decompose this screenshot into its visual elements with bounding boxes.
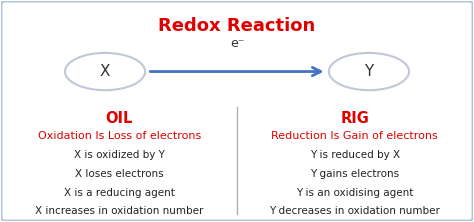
Text: Y gains electrons: Y gains electrons bbox=[310, 169, 400, 179]
Text: X is oxidized by Y: X is oxidized by Y bbox=[74, 151, 164, 161]
Text: RIG: RIG bbox=[340, 111, 369, 126]
Text: Y is an oxidising agent: Y is an oxidising agent bbox=[296, 188, 413, 198]
Text: e⁻: e⁻ bbox=[230, 37, 244, 50]
Text: Y is reduced by X: Y is reduced by X bbox=[310, 151, 400, 161]
Text: X: X bbox=[100, 64, 110, 79]
Text: Y: Y bbox=[365, 64, 374, 79]
Text: Reduction Is Gain of electrons: Reduction Is Gain of electrons bbox=[272, 131, 438, 141]
Text: Y decreases in oxidation number: Y decreases in oxidation number bbox=[269, 206, 440, 216]
Text: Oxidation Is Loss of electrons: Oxidation Is Loss of electrons bbox=[37, 131, 201, 141]
Text: OIL: OIL bbox=[106, 111, 133, 126]
Text: X is a reducing agent: X is a reducing agent bbox=[64, 188, 174, 198]
Text: X loses electrons: X loses electrons bbox=[75, 169, 164, 179]
Text: Redox Reaction: Redox Reaction bbox=[158, 17, 316, 35]
Text: X increases in oxidation number: X increases in oxidation number bbox=[35, 206, 203, 216]
